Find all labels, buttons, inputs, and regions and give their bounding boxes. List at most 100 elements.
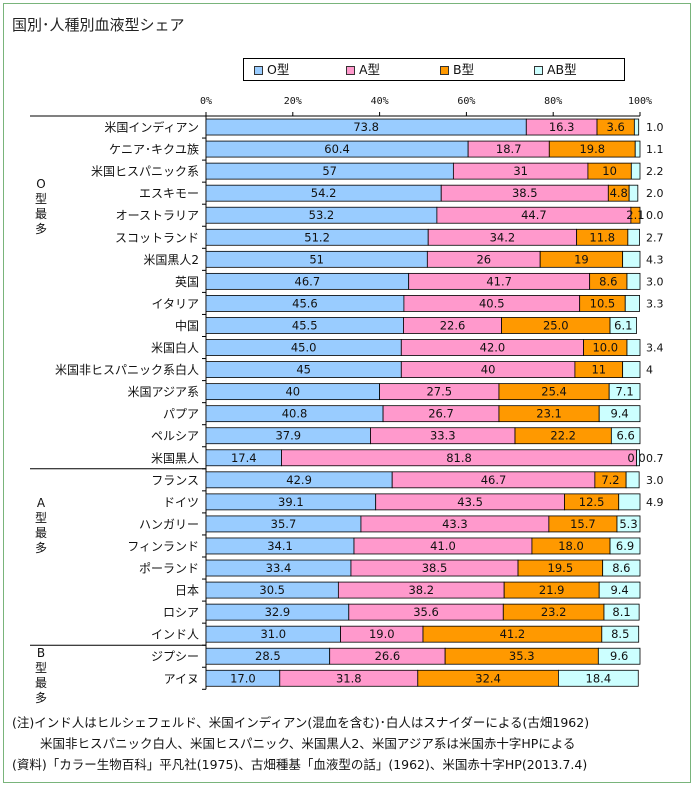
category-label: インド人: [151, 628, 199, 642]
legend-label-o: O型: [267, 62, 290, 77]
data-label: 4.9: [646, 496, 664, 509]
data-label: 2.2: [646, 165, 664, 178]
data-label: 32.4: [475, 671, 501, 685]
data-label: 38.5: [422, 561, 448, 575]
bar-segment: [616, 515, 641, 533]
data-label: 3.3: [646, 297, 664, 310]
data-label: 10: [602, 164, 617, 178]
data-label: 38.2: [408, 583, 434, 597]
data-label: 2.7: [646, 231, 664, 244]
bar-segment: [636, 449, 640, 467]
category-label: ドイツ: [163, 495, 199, 509]
data-label: 18.0: [558, 539, 584, 553]
data-label: 17.4: [231, 451, 257, 465]
data-label: 26.6: [375, 649, 401, 663]
data-label: 44.7: [521, 208, 547, 222]
group-label-char: O: [36, 177, 45, 191]
data-label: 51: [309, 252, 324, 266]
data-label: 8.6: [599, 274, 617, 288]
category-label: フランス: [151, 473, 199, 487]
data-label: 40: [285, 385, 300, 399]
data-label: 8.1: [612, 605, 630, 619]
data-label: 27.5: [426, 385, 452, 399]
bar-segment: [634, 140, 641, 158]
group-label-char: 多: [35, 541, 47, 555]
data-label: 53.2: [309, 208, 335, 222]
data-label: 10.5: [590, 296, 616, 310]
data-label: 35.3: [509, 649, 535, 663]
legend-swatch-a: [346, 66, 355, 75]
category-label: ポーランド: [139, 562, 199, 576]
bar-segment: [601, 625, 640, 643]
data-label: 33.3: [430, 429, 456, 443]
data-label: 40.8: [282, 407, 308, 421]
data-label: 1.1: [646, 143, 664, 156]
data-label: 21.9: [539, 583, 565, 597]
data-label: 7.1: [615, 385, 633, 399]
data-label: 35.6: [413, 605, 439, 619]
group-label-char: 最: [35, 526, 47, 540]
category-label: パプア: [163, 407, 199, 421]
category-label: 米国ヒスパニック系: [91, 165, 199, 179]
data-label: 18.4: [586, 671, 612, 685]
category-label: 米国黒人2: [143, 253, 199, 267]
data-label: 46.7: [295, 274, 321, 288]
data-label: 8.6: [612, 561, 630, 575]
note-line-2: 米国非ヒスパニック白人、米国ヒスパニック、米国黒人2、米国アジア系は米国赤十字H…: [40, 736, 576, 751]
data-label: 2.0: [646, 187, 664, 200]
data-label: 9.4: [610, 583, 628, 597]
note-line-1: (注)インド人はヒルシェフェルド、米国インディアン(混血を含む)･白人はスナイダ…: [12, 715, 590, 730]
data-label: 25.4: [541, 385, 567, 399]
data-label: 5.3: [619, 517, 637, 531]
data-label: 41.0: [430, 539, 456, 553]
data-label: 11.8: [589, 230, 615, 244]
data-label: 19.0: [369, 627, 395, 641]
bar-segment: [630, 162, 641, 180]
data-label: 7.2: [601, 473, 619, 487]
category-label: エスキモー: [139, 187, 199, 201]
category-label: 日本: [175, 584, 199, 598]
data-label: 54.2: [311, 186, 337, 200]
data-label: 34.1: [267, 539, 293, 553]
bar-segment: [558, 669, 639, 687]
data-label: 45: [296, 363, 311, 377]
data-label: 10.0: [592, 341, 618, 355]
bar-segment: [609, 317, 637, 334]
data-label: 42.9: [286, 473, 312, 487]
x-tick-label: 80%: [544, 96, 562, 107]
data-label: 23.1: [536, 407, 562, 421]
data-label: 43.3: [442, 517, 468, 531]
note-line-3: (資料)「カラー生物百科」平凡社(1975)、古畑種基「血液型の話」(1962)…: [12, 757, 588, 772]
category-label: スコットランド: [115, 231, 199, 245]
data-label: 3.4: [646, 342, 664, 355]
data-label: 73.8: [353, 120, 379, 134]
bar-segment: [628, 184, 639, 202]
category-label: 米国非ヒスパニック系白人: [55, 362, 199, 377]
data-label: 28.5: [255, 649, 281, 663]
data-label: 19.8: [579, 142, 605, 156]
group-label-char: B: [37, 646, 45, 660]
group-label-char: 多: [35, 691, 47, 705]
bar-segment: [602, 559, 641, 577]
data-label: 34.2: [490, 230, 516, 244]
bar-segment: [622, 361, 641, 378]
legend-label-a: A型: [359, 62, 381, 77]
legend: O型 A型 B型 AB型: [243, 58, 625, 81]
data-label: 9.6: [610, 649, 628, 663]
category-label: アイヌ: [164, 672, 199, 686]
data-label: 19: [574, 252, 589, 266]
bar-segment: [622, 250, 641, 268]
data-label: 40.5: [479, 296, 505, 310]
data-label: 31: [513, 164, 528, 178]
group-label-char: 多: [35, 222, 47, 236]
category-label: ハンガリー: [139, 517, 199, 531]
data-label: 31.0: [260, 627, 286, 641]
data-label: 45.0: [291, 341, 317, 355]
category-label: 米国アジア系: [127, 385, 199, 399]
bar-segment: [630, 206, 641, 224]
data-label: 11: [591, 363, 606, 377]
bar-segment: [626, 339, 641, 356]
data-label: 46.7: [481, 473, 507, 487]
data-label: 41.2: [500, 627, 526, 641]
data-label: 25.0: [543, 318, 569, 332]
